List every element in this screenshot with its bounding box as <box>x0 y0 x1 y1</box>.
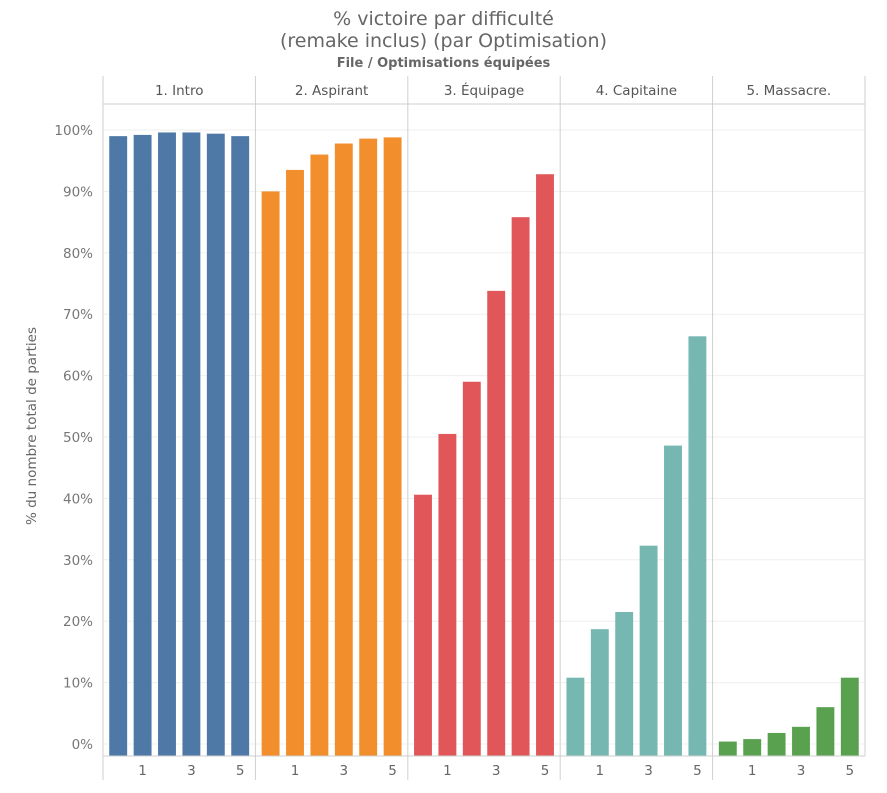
y-tick-label: 50% <box>63 430 93 446</box>
bar <box>206 133 225 756</box>
bar <box>158 132 176 756</box>
bar <box>816 707 835 756</box>
bar <box>615 611 634 756</box>
bar <box>718 741 737 756</box>
x-tick-label: 5 <box>236 763 245 779</box>
panel-header: 2. Aspirant <box>295 83 368 99</box>
y-tick-label: 30% <box>63 553 93 569</box>
y-tick-label: 60% <box>63 369 93 385</box>
bar <box>767 732 786 756</box>
bar <box>438 433 457 756</box>
bar <box>359 138 378 756</box>
x-tick-label: 3 <box>187 763 196 779</box>
bar <box>231 136 250 756</box>
bar <box>383 137 402 757</box>
bar <box>792 726 810 756</box>
bar <box>664 445 682 756</box>
bar <box>462 381 481 756</box>
bar <box>536 174 554 756</box>
x-tick-label: 3 <box>797 763 806 779</box>
x-tick-label: 1 <box>138 763 147 779</box>
bar <box>487 290 506 756</box>
bar <box>182 132 201 756</box>
panel-header: 1. Intro <box>155 83 204 99</box>
x-tick-label: 5 <box>846 763 855 779</box>
y-tick-label: 80% <box>63 246 93 262</box>
bar <box>286 169 304 756</box>
x-tick-label: 5 <box>541 763 550 779</box>
panel-header: 5. Massacre. <box>746 83 831 99</box>
y-tick-label: 10% <box>63 676 93 692</box>
y-tick-label: 100% <box>54 123 93 139</box>
bar <box>639 545 658 756</box>
bar <box>261 191 280 756</box>
x-tick-label: 5 <box>693 763 702 779</box>
chart-title: % victoire par difficulté <box>333 8 554 30</box>
x-tick-label: 1 <box>596 763 605 779</box>
x-tick-label: 1 <box>291 763 300 779</box>
panel-header: 4. Capitaine <box>596 83 677 99</box>
bar <box>310 154 329 756</box>
bar <box>688 336 707 756</box>
y-tick-label: 40% <box>63 491 93 507</box>
bar <box>414 494 432 756</box>
y-tick-label: 0% <box>72 737 94 753</box>
bar <box>133 134 152 757</box>
bar <box>511 217 530 757</box>
bar <box>566 677 585 756</box>
x-tick-label: 3 <box>492 763 501 779</box>
y-tick-label: 90% <box>63 184 93 200</box>
x-tick-label: 3 <box>340 763 349 779</box>
panel-header: 3. Équipage <box>444 82 524 99</box>
chart-subtitle: (remake inclus) (par Optimisation) <box>280 30 607 52</box>
bar <box>109 136 128 756</box>
column-header: File / Optimisations équipées <box>336 56 551 71</box>
bar <box>743 739 762 756</box>
x-tick-label: 1 <box>748 763 757 779</box>
bar <box>334 143 353 756</box>
x-tick-label: 1 <box>443 763 452 779</box>
y-tick-label: 20% <box>63 614 93 630</box>
x-tick-label: 3 <box>644 763 653 779</box>
x-tick-label: 5 <box>388 763 397 779</box>
y-tick-label: 70% <box>63 307 93 323</box>
bar <box>590 629 609 756</box>
bar <box>840 677 859 756</box>
